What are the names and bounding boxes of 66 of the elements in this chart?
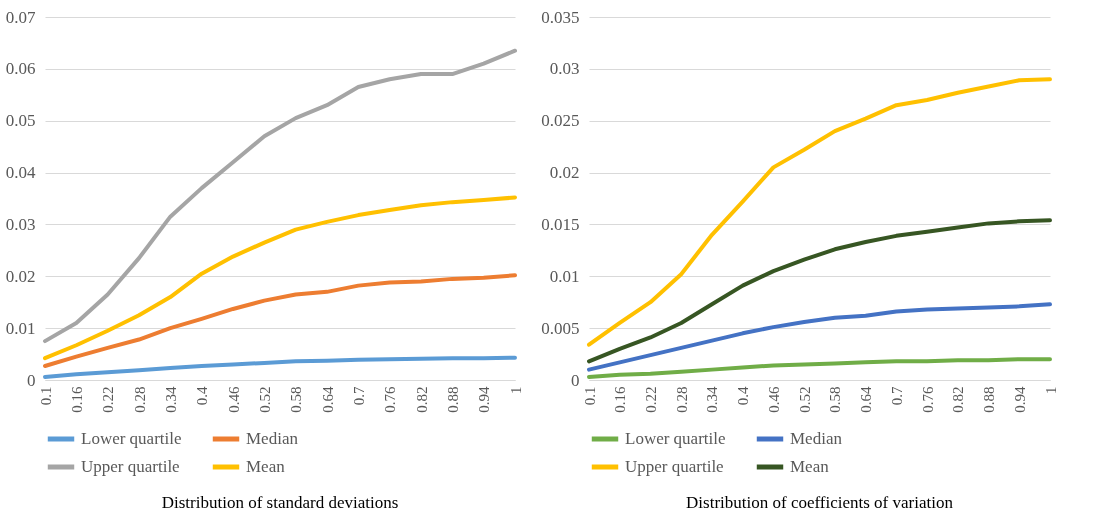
y-tick-label: 0.07 xyxy=(5,7,36,27)
x-tick-label: 0.4 xyxy=(735,386,752,406)
line-series xyxy=(587,77,1052,347)
x-tick-label: 0.76 xyxy=(382,386,399,413)
x-tick-label: 0.46 xyxy=(765,386,782,413)
x-tick-label: 0.88 xyxy=(981,386,998,413)
x-tick-label: 0.58 xyxy=(288,386,305,413)
legend-label: Upper quartile xyxy=(81,457,180,476)
y-tick-label: 0.06 xyxy=(5,59,36,79)
x-tick-label: 1 xyxy=(1042,386,1059,394)
x-tick-label: 0.16 xyxy=(612,386,629,413)
y-tick-label: 0.04 xyxy=(5,163,36,183)
x-tick-label: 1 xyxy=(507,386,524,394)
text: Distribution of coefficients of variation xyxy=(686,493,954,512)
x-tick-label: 0.28 xyxy=(131,386,148,413)
x-tick-label: 0.58 xyxy=(827,386,844,413)
legend-label: Mean xyxy=(246,457,286,476)
y-tick-label: 0.05 xyxy=(5,111,36,131)
y-tick-label: 0.035 xyxy=(541,7,580,27)
x-tick-label: 0.22 xyxy=(100,386,117,413)
legend-label: Median xyxy=(790,429,843,448)
x-tick-label: 0.1 xyxy=(37,386,54,406)
x-tick-label: 0.46 xyxy=(225,386,242,413)
y-tick-label: 0 xyxy=(27,370,36,390)
x-tick-label: 0.88 xyxy=(444,386,461,413)
x-tick-label: 0.28 xyxy=(673,386,690,413)
x-tick-label: 0.76 xyxy=(919,386,936,413)
line-series xyxy=(43,48,517,344)
legend-label: Mean xyxy=(790,457,830,476)
x-tick-label: 0.94 xyxy=(1011,386,1028,413)
line-series xyxy=(43,273,517,368)
y-tick-label: 0.03 xyxy=(549,59,580,79)
x-tick-label: 0.52 xyxy=(796,386,813,413)
x-tick-label: 0.7 xyxy=(888,386,905,406)
x-tick-label: 0.52 xyxy=(256,386,273,413)
x-tick-label: 0.94 xyxy=(476,386,493,413)
x-tick-label: 0.34 xyxy=(704,386,721,413)
x-tick-label: 0.64 xyxy=(319,386,336,413)
line-series xyxy=(587,218,1052,364)
x-tick-label: 0.7 xyxy=(350,386,367,406)
x-tick-label: 0.82 xyxy=(413,386,430,413)
x-tick-label: 0.1 xyxy=(581,386,598,406)
legend-label: Upper quartile xyxy=(625,457,724,476)
y-tick-label: 0.02 xyxy=(5,266,36,286)
y-tick-label: 0.025 xyxy=(541,111,580,131)
x-tick-label: 0.16 xyxy=(68,386,85,413)
x-tick-label: 0.64 xyxy=(858,386,875,413)
y-tick-label: 0.01 xyxy=(5,318,36,338)
y-tick-label: 0 xyxy=(571,370,580,390)
legend-label: Lower quartile xyxy=(81,429,182,448)
x-tick-label: 0.22 xyxy=(642,386,659,413)
x-tick-label: 0.82 xyxy=(950,386,967,413)
x-tick-label: 0.4 xyxy=(194,386,211,406)
text: Distribution of standard deviations xyxy=(161,493,399,512)
line-series xyxy=(587,357,1052,379)
x-tick-label: 0.34 xyxy=(162,386,179,413)
y-tick-label: 0.005 xyxy=(541,318,580,338)
line-series xyxy=(587,302,1052,372)
y-tick-label: 0.015 xyxy=(541,214,580,234)
y-tick-label: 0.03 xyxy=(5,214,36,234)
legend-label: Lower quartile xyxy=(625,429,726,448)
y-tick-label: 0.01 xyxy=(549,266,580,286)
y-tick-label: 0.02 xyxy=(549,163,580,183)
line-series xyxy=(43,355,517,379)
legend-label: Median xyxy=(246,429,299,448)
line-series xyxy=(43,195,517,361)
